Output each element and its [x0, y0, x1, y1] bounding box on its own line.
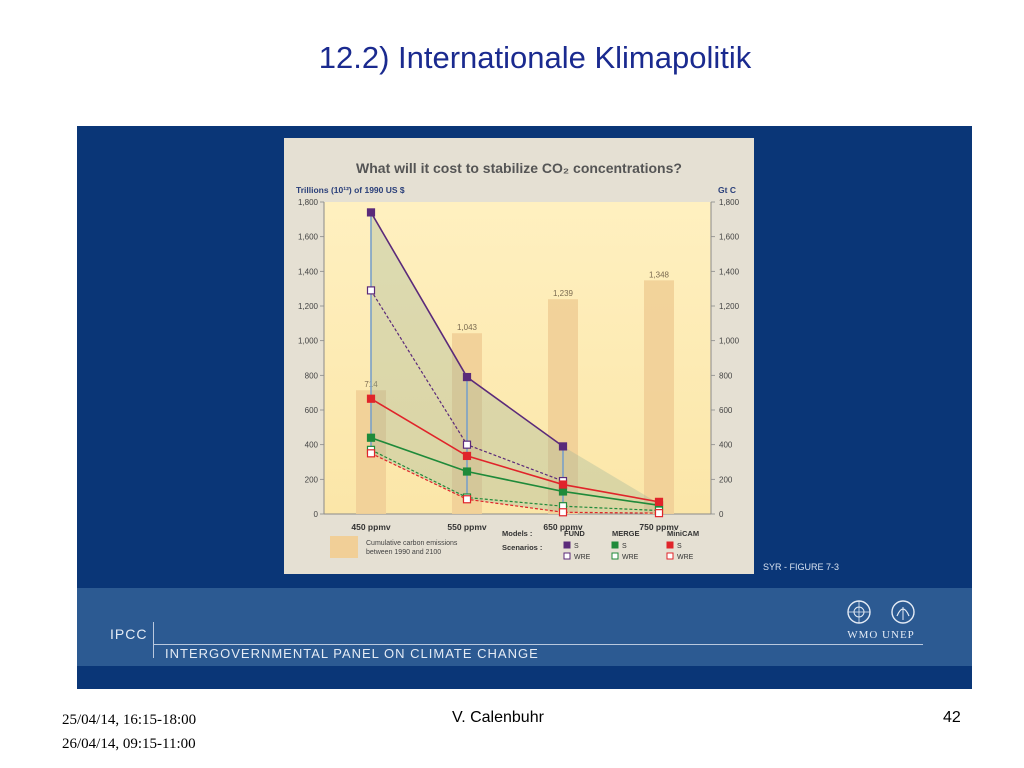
footer-dates: 25/04/14, 16:15-18:00 26/04/14, 09:15-11…: [62, 708, 196, 756]
ipcc-band: IPCC INTERGOVERNMENTAL PANEL ON CLIMATE …: [77, 588, 972, 666]
x-tick-label: 550 ppmv: [447, 522, 486, 532]
data-point: [654, 509, 664, 518]
series-line: [370, 449, 660, 512]
footer-date-line: 26/04/14, 09:15-11:00: [62, 736, 196, 752]
legend-s-label: S: [622, 543, 627, 550]
legend-wre-swatch: [611, 552, 619, 560]
y-tick-label-left: 0: [314, 510, 319, 519]
y-tick-label-left: 400: [305, 441, 319, 450]
bar-value-label: 1,348: [649, 270, 670, 279]
ipcc-figure-panel: What will it cost to stabilize CO₂ conce…: [77, 126, 972, 689]
y-axis-label-right: Gt C: [718, 185, 736, 195]
footer-date-line: 25/04/14, 16:15-18:00: [62, 712, 197, 728]
data-point: [654, 497, 664, 506]
page-number: 42: [943, 709, 961, 726]
ipcc-full-name: INTERGOVERNMENTAL PANEL ON CLIMATE CHANG…: [165, 646, 539, 661]
data-point: [462, 372, 472, 382]
y-tick-label-left: 1,400: [298, 267, 319, 276]
series-line: [370, 452, 660, 514]
legend-s-label: S: [574, 543, 579, 550]
y-tick-label-left: 800: [305, 371, 319, 380]
data-point: [462, 440, 472, 449]
legend-model-name: MiniCAM: [667, 529, 699, 538]
bar-value-label: 1,239: [553, 289, 574, 298]
data-point: [366, 394, 376, 403]
legend-s-swatch: [611, 541, 619, 549]
y-axis-label-left: Trillions (10¹²) of 1990 US $: [296, 185, 405, 195]
data-point: [558, 442, 568, 451]
y-tick-label-left: 1,200: [298, 302, 319, 311]
legend-scenarios-label: Scenarios :: [502, 543, 542, 552]
y-tick-label-right: 600: [719, 406, 733, 415]
wmo-unep-logos: WMO UNEP: [847, 600, 915, 641]
y-tick-label-right: 800: [719, 371, 733, 380]
band-divider: [153, 644, 923, 645]
y-tick-label-right: 1,800: [719, 198, 740, 207]
x-tick-label: 750 ppmv: [639, 522, 678, 532]
cost-range-area: [371, 212, 659, 514]
chart-card: What will it cost to stabilize CO₂ conce…: [284, 138, 754, 574]
legend-model-name: MERGE: [612, 529, 640, 538]
data-point: [366, 286, 376, 295]
legend-model-name: FUND: [564, 529, 585, 538]
emission-bar: [644, 280, 674, 514]
y-tick-label-left: 1,000: [298, 337, 319, 346]
y-tick-label-left: 1,800: [298, 198, 319, 207]
legend-s-label: S: [677, 543, 682, 550]
unep-emblem-icon: [891, 600, 915, 624]
y-tick-label-left: 1,600: [298, 233, 319, 242]
x-tick-label: 650 ppmv: [543, 522, 582, 532]
legend-wre-swatch: [666, 552, 674, 560]
legend-s-swatch: [563, 541, 571, 549]
legend-bar-swatch: [330, 536, 358, 558]
legend-models-label: Models :: [502, 529, 532, 538]
ipcc-abbr: IPCC: [110, 626, 148, 642]
y-tick-label-right: 1,000: [719, 337, 740, 346]
data-point: [366, 433, 376, 442]
series-line: [370, 436, 660, 507]
bar-value-label: 1,043: [457, 323, 478, 332]
data-point: [558, 508, 568, 517]
data-point: [462, 467, 472, 476]
y-tick-label-right: 1,200: [719, 302, 740, 311]
band-divider-vertical: [153, 622, 154, 658]
footer-author: V. Calenbuhr: [452, 709, 544, 726]
legend-wre-label: WRE: [574, 554, 591, 561]
figure-label: SYR - FIGURE 7-3: [763, 562, 840, 572]
legend-bar-label: Cumulative carbon emissions: [366, 540, 458, 547]
x-tick-label: 450 ppmv: [351, 522, 390, 532]
y-tick-label-right: 1,600: [719, 233, 740, 242]
data-point: [558, 480, 568, 489]
legend-wre-label: WRE: [622, 554, 639, 561]
legend-s-swatch: [666, 541, 674, 549]
legend-wre-label: WRE: [677, 554, 694, 561]
legend-bar-label: between 1990 and 2100: [366, 549, 441, 556]
y-tick-label-right: 400: [719, 441, 733, 450]
y-tick-label-left: 200: [305, 475, 319, 484]
data-point: [558, 487, 568, 496]
series-line: [370, 398, 660, 503]
data-point: [462, 495, 472, 504]
wmo-unep-text: WMO UNEP: [847, 629, 915, 641]
data-point: [366, 449, 376, 458]
y-tick-label-left: 600: [305, 406, 319, 415]
cost-chart: What will it cost to stabilize CO₂ conce…: [296, 160, 740, 561]
y-tick-label-right: 1,400: [719, 267, 740, 276]
slide-title: 12.2) Internationale Klimapolitik: [318, 40, 752, 75]
y-tick-label-right: 0: [719, 510, 724, 519]
legend-wre-swatch: [563, 552, 571, 560]
wmo-emblem-icon: [847, 600, 871, 624]
y-tick-label-right: 200: [719, 475, 733, 484]
chart-title: What will it cost to stabilize CO₂ conce…: [356, 160, 682, 176]
data-point: [366, 208, 376, 217]
data-point: [462, 451, 472, 461]
